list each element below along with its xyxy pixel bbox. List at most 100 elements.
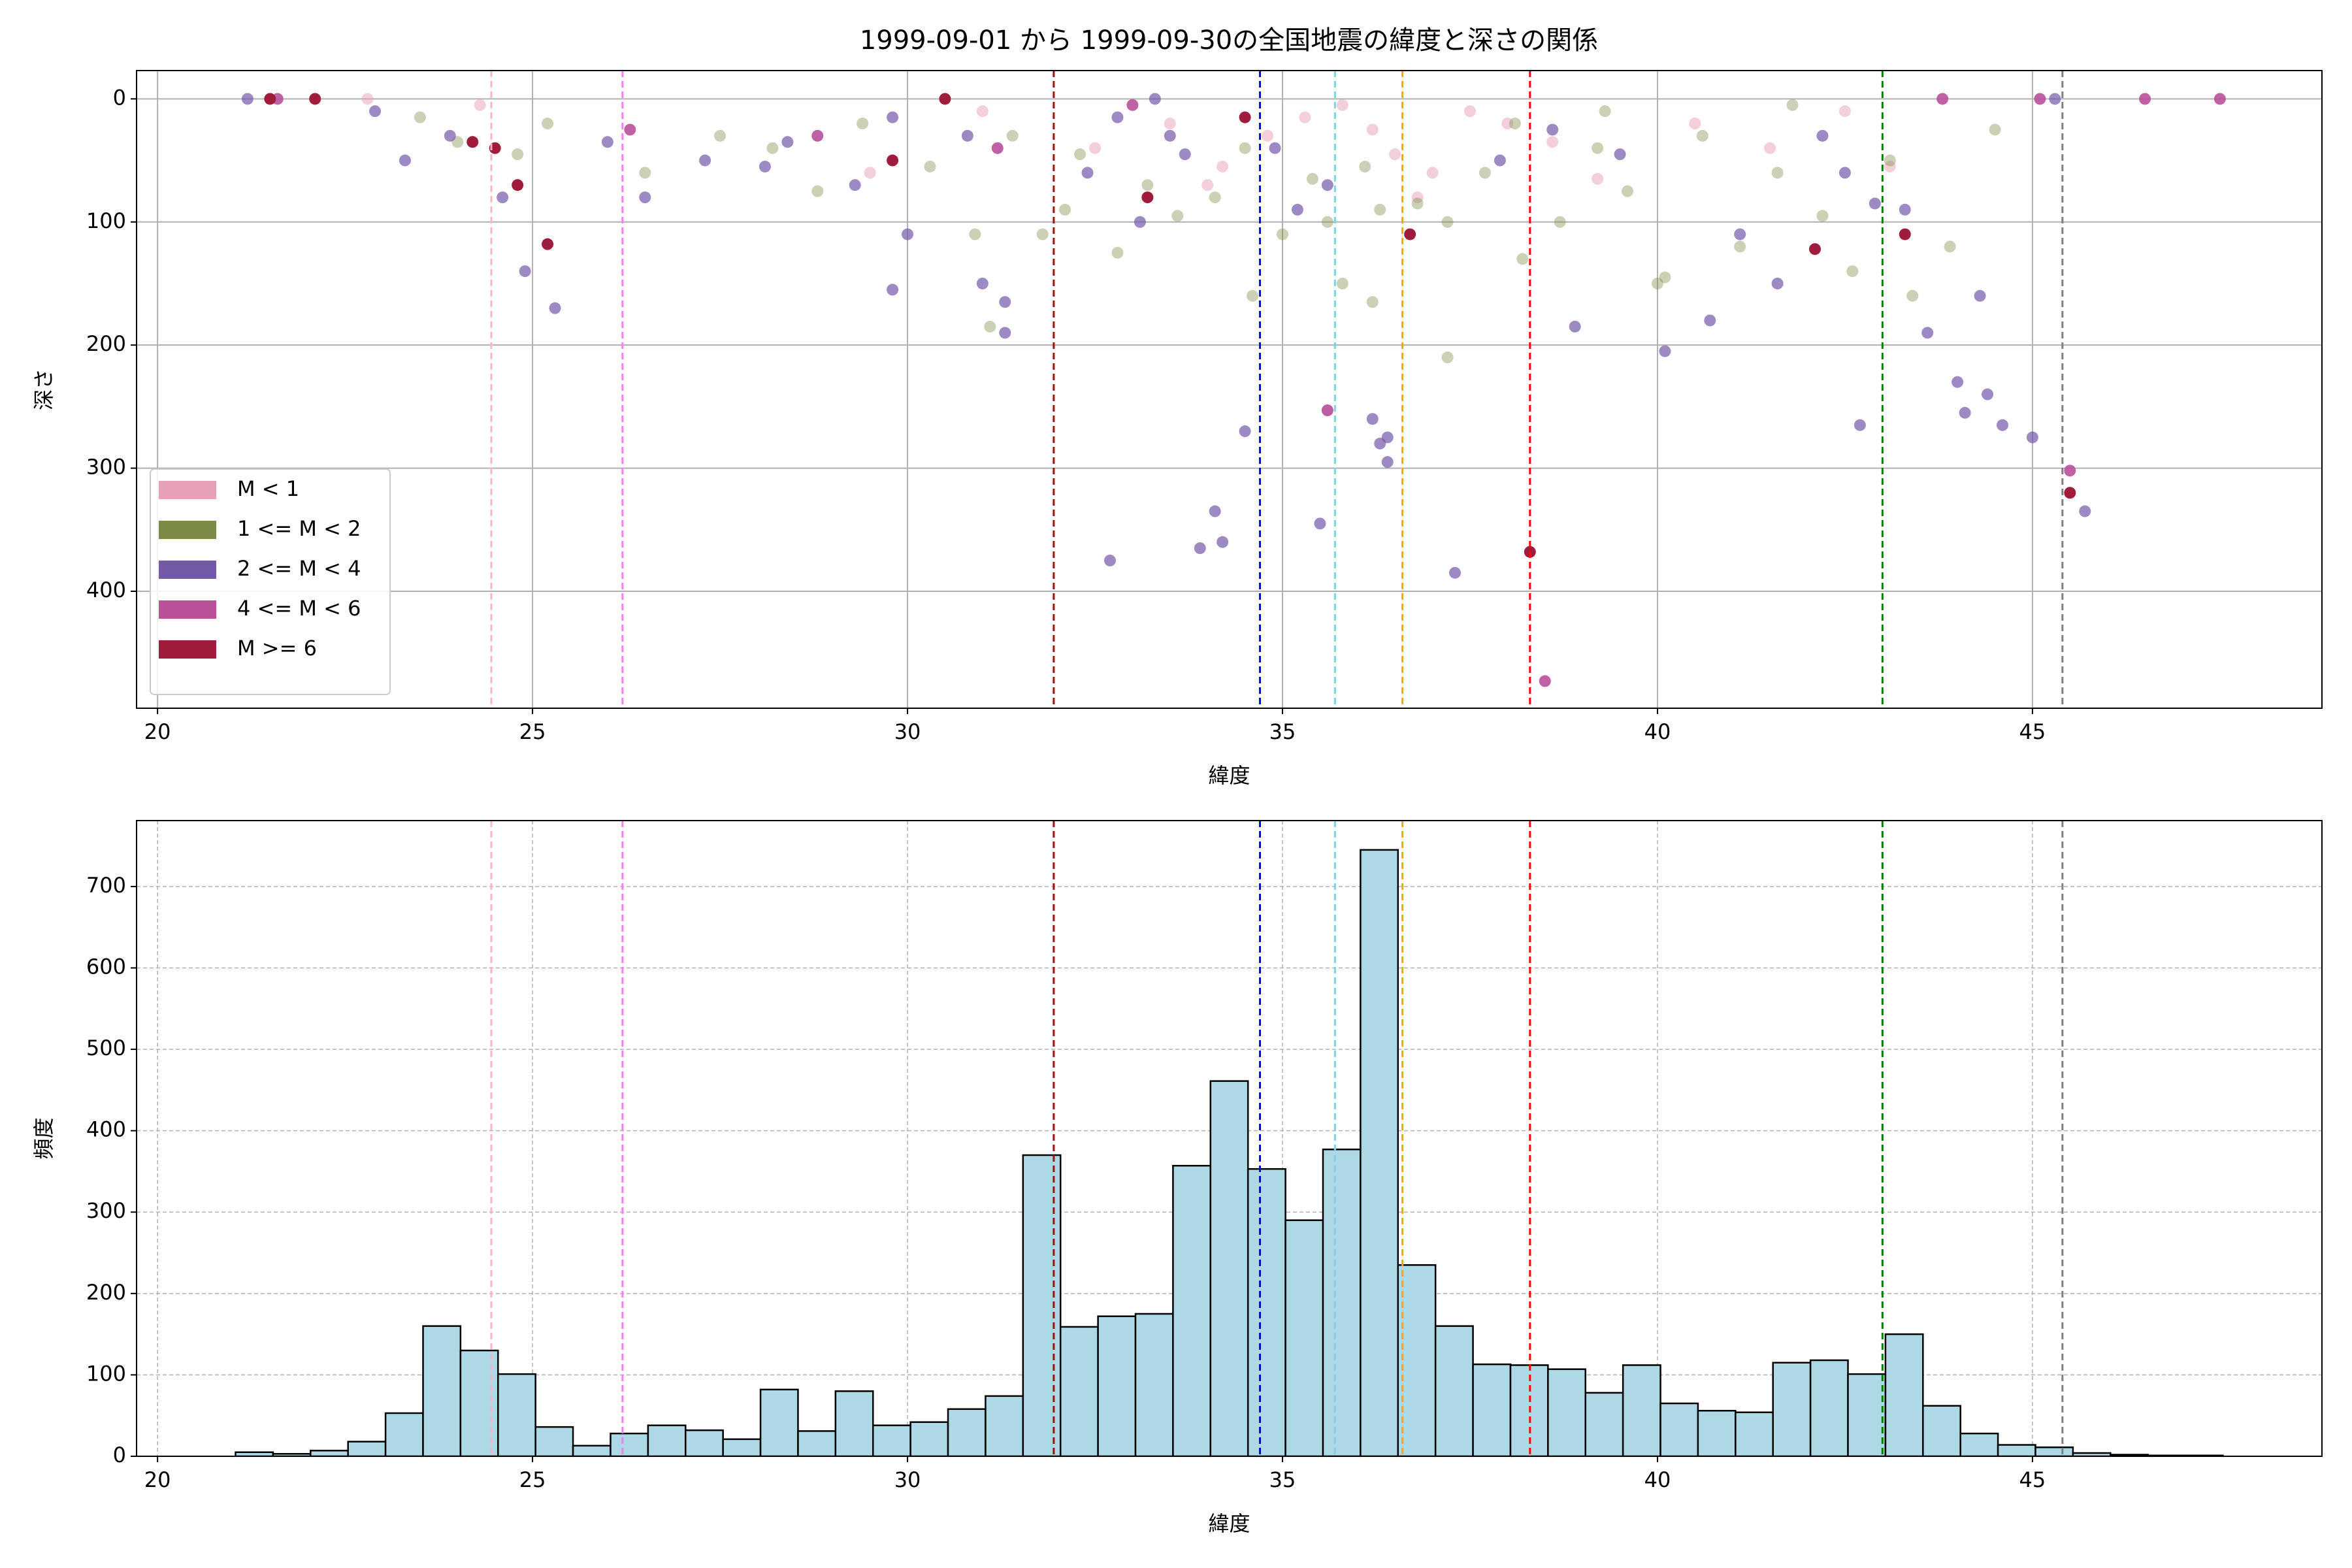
y-tick-label: 300 [86,455,126,480]
point [1884,154,1896,167]
x-tick-label: 45 [2019,719,2046,744]
x-tick-label: 20 [144,1467,171,1492]
y-tick-label: 100 [86,1361,126,1386]
point [1816,129,1829,142]
point [1404,228,1416,240]
point [1509,118,1521,130]
point [1359,160,1371,172]
point [991,142,1004,154]
y-tick-label: 400 [86,1117,126,1142]
point [2213,93,2226,105]
legend-swatch [159,561,216,579]
legend-swatch [159,481,216,499]
y-axis-label: 頻度 [31,1117,56,1159]
point [1899,203,1911,216]
y-tick-label: 300 [86,1198,126,1223]
point [1381,456,1394,468]
bar [422,1325,462,1456]
point [1659,271,1671,284]
point [1209,505,1221,517]
point [1217,536,1229,548]
bar [347,1441,387,1456]
chart-title: 1999-09-01 から 1999-09-30の全国地震の緯度と深さの関係 [860,25,1598,56]
point [542,118,554,130]
point [924,160,936,172]
point [1734,228,1746,240]
y-tick-label: 0 [113,85,126,110]
x-tick-label: 35 [1269,1467,1296,1492]
point [1516,253,1529,265]
bar [1547,1368,1587,1456]
point [1569,320,1581,333]
bar [2034,1446,2074,1456]
x-tick-label: 40 [1644,1467,1671,1492]
point [399,154,411,167]
point [1201,179,1214,191]
point [1546,136,1559,148]
point [961,129,973,142]
bar [310,1450,349,1456]
x-tick-label: 25 [519,1467,546,1492]
point [811,185,824,197]
point [1982,388,1994,400]
bar [610,1432,649,1456]
bar [1809,1359,1849,1456]
point [1494,154,1506,167]
point [414,111,426,123]
legend-swatch [159,521,216,539]
point [1921,327,1934,339]
point [1036,228,1049,240]
x-tick-label: 35 [1269,719,1296,744]
bar [1284,1219,1324,1456]
bar [1697,1409,1737,1456]
x-axis-label: 緯度 [1208,1511,1250,1536]
bar [1097,1315,1137,1456]
point [2139,93,2151,105]
legend-label: 4 <= M < 6 [237,596,361,621]
point [864,167,876,179]
point [857,118,869,130]
bar [1247,1168,1286,1456]
bar [1322,1149,1362,1456]
point [1959,406,1971,419]
bar [1884,1333,1924,1456]
point [1696,129,1708,142]
point [1838,167,1851,179]
point [1126,99,1139,111]
point [1599,105,1611,118]
x-tick-label: 45 [2019,1467,2046,1492]
point [1592,172,1604,185]
axes-frame [136,820,2323,1457]
point [1164,129,1176,142]
point [1989,123,2001,136]
point [1771,277,1784,289]
point [444,129,456,142]
bar [572,1445,612,1456]
point [1336,277,1348,289]
bar [497,1373,536,1456]
x-axis-label: 緯度 [1208,763,1250,788]
point [976,277,988,289]
point [1614,148,1626,161]
point [1059,203,1071,216]
bar [834,1390,874,1456]
bar [1659,1402,1699,1456]
point [549,302,561,314]
bar [384,1412,424,1456]
point [1554,216,1566,228]
point [1171,210,1184,222]
point [1103,554,1116,566]
bar [985,1395,1024,1456]
point [2064,465,2076,477]
point [1006,129,1019,142]
point [1194,542,1206,555]
bar [1059,1326,1099,1456]
legend-swatch [159,640,216,659]
point [1809,243,1821,255]
point [1441,216,1454,228]
x-tick-label: 25 [519,719,546,744]
point [369,105,382,118]
point [1411,191,1424,204]
bar [1959,1432,1999,1456]
y-tick-label: 0 [113,1443,126,1467]
